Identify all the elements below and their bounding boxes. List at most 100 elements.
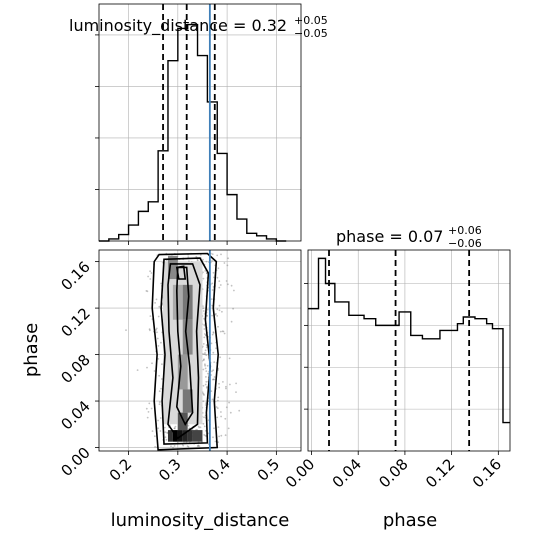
scatter-point: [187, 446, 190, 448]
scatter-point: [206, 364, 209, 367]
scatter-point: [211, 333, 214, 336]
phase-histogram-panel: 0.00 0.04 0.08 0.12 0.16 phase = 0.07 +0.06 …: [282, 224, 511, 531]
scatter-point: [161, 363, 163, 366]
scatter-point: [149, 315, 152, 317]
phase-hist-xtick-label: 0.12: [422, 455, 458, 491]
scatter-point: [214, 440, 217, 443]
scatter-point: [147, 275, 150, 278]
scatter-point: [212, 351, 215, 354]
scatter-point: [217, 325, 219, 328]
scatter-point: [225, 385, 227, 388]
scatter-point: [154, 446, 157, 448]
scatter-point: [164, 431, 167, 434]
2d-ytick-label: 0.16: [57, 258, 93, 294]
2d-xtick-label: 0.4: [204, 455, 234, 485]
scatter-point: [233, 289, 235, 292]
scatter-point: [166, 432, 169, 434]
phase-histogram-line: [308, 257, 510, 424]
scatter-point: [205, 380, 208, 383]
scatter-point: [215, 313, 217, 315]
scatter-point: [225, 406, 228, 409]
scatter-point: [211, 314, 214, 317]
scatter-point: [145, 407, 148, 410]
scatter-point: [226, 264, 229, 267]
scatter-point: [212, 332, 215, 334]
scatter-point: [197, 425, 200, 428]
scatter-point: [156, 331, 158, 334]
scatter-point: [222, 381, 224, 383]
scatter-point: [149, 278, 152, 280]
scatter-point: [207, 372, 209, 375]
scatter-point: [158, 403, 161, 406]
scatter-point: [213, 376, 216, 378]
scatter-point: [157, 345, 160, 347]
scatter-point: [165, 438, 168, 441]
scatter-point: [202, 307, 205, 310]
scatter-point: [219, 356, 222, 359]
phase-histogram-frame: [307, 249, 511, 452]
scatter-point: [220, 253, 222, 256]
y-axis-label-phase: phase: [21, 323, 42, 377]
scatter-point: [202, 343, 205, 345]
scatter-point: [227, 427, 230, 430]
scatter-point: [220, 434, 223, 437]
scatter-point: [217, 396, 220, 399]
2d-ytick-label: 0.12: [57, 304, 93, 340]
scatter-point: [202, 258, 204, 261]
scatter-point: [222, 330, 225, 333]
scatter-point: [216, 254, 219, 257]
scatter-point: [227, 257, 230, 260]
scatter-point: [204, 353, 206, 356]
luminosity-phase-2d-panel: 0.2 0.3 0.4 0.5 0.00 0.04 0.08 0.12 0.16 lumino…: [21, 249, 302, 531]
scatter-point: [149, 270, 152, 273]
scatter-point: [212, 369, 215, 372]
density-cell: [177, 354, 188, 390]
2d-xtick-label: 0.2: [106, 455, 136, 485]
scatter-point: [211, 282, 214, 285]
density-cell: [182, 389, 193, 413]
scatter-point: [158, 305, 161, 308]
luminosity-distance-histogram-frame: [98, 3, 302, 242]
scatter-point: [149, 329, 151, 332]
scatter-point: [218, 304, 221, 307]
scatter-point: [210, 390, 213, 392]
scatter-point: [174, 425, 177, 428]
scatter-point: [202, 359, 205, 361]
scatter-point: [198, 426, 201, 429]
contour-level-3: [167, 263, 201, 440]
scatter-point: [187, 256, 190, 258]
scatter-point: [211, 289, 214, 291]
scatter-point: [155, 327, 158, 330]
2d-xtick-label: 0.5: [254, 455, 284, 485]
scatter-point: [206, 308, 209, 311]
scatter-point: [212, 378, 215, 381]
scatter-point: [164, 436, 167, 439]
scatter-point: [204, 364, 207, 367]
scatter-point: [202, 422, 205, 425]
scatter-point: [204, 404, 207, 406]
scatter-point: [224, 417, 227, 420]
scatter-point: [197, 445, 200, 447]
2d-ytick-label: 0.08: [57, 351, 93, 387]
scatter-point: [235, 382, 238, 385]
scatter-point: [158, 401, 161, 403]
scatter-point: [172, 446, 174, 449]
density-cell: [167, 255, 178, 280]
scatter-point: [196, 258, 199, 261]
density-cell: [182, 319, 193, 355]
scatter-point: [186, 445, 189, 447]
scatter-point: [155, 328, 158, 331]
scatter-point: [238, 409, 241, 412]
scatter-point: [223, 332, 226, 335]
scatter-point: [160, 341, 162, 344]
scatter-point: [217, 426, 220, 428]
luminosity-distance-title-minus: −0.05: [294, 27, 328, 40]
luminosity-distance-histogram-panel: luminosity_distance = 0.32 +0.05 −0.05: [69, 3, 328, 245]
scatter-point: [204, 363, 206, 366]
scatter-point: [204, 352, 206, 354]
scatter-point: [166, 431, 169, 434]
scatter-point: [204, 333, 206, 335]
scatter-point: [211, 260, 213, 262]
scatter-point: [156, 337, 159, 340]
scatter-point: [146, 290, 149, 293]
